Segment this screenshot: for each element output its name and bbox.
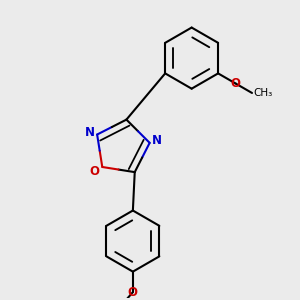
Text: O: O [231,77,241,90]
Text: CH₃: CH₃ [254,88,273,98]
Text: O: O [128,286,138,298]
Text: N: N [85,126,95,139]
Text: N: N [152,134,162,148]
Text: O: O [89,165,99,178]
